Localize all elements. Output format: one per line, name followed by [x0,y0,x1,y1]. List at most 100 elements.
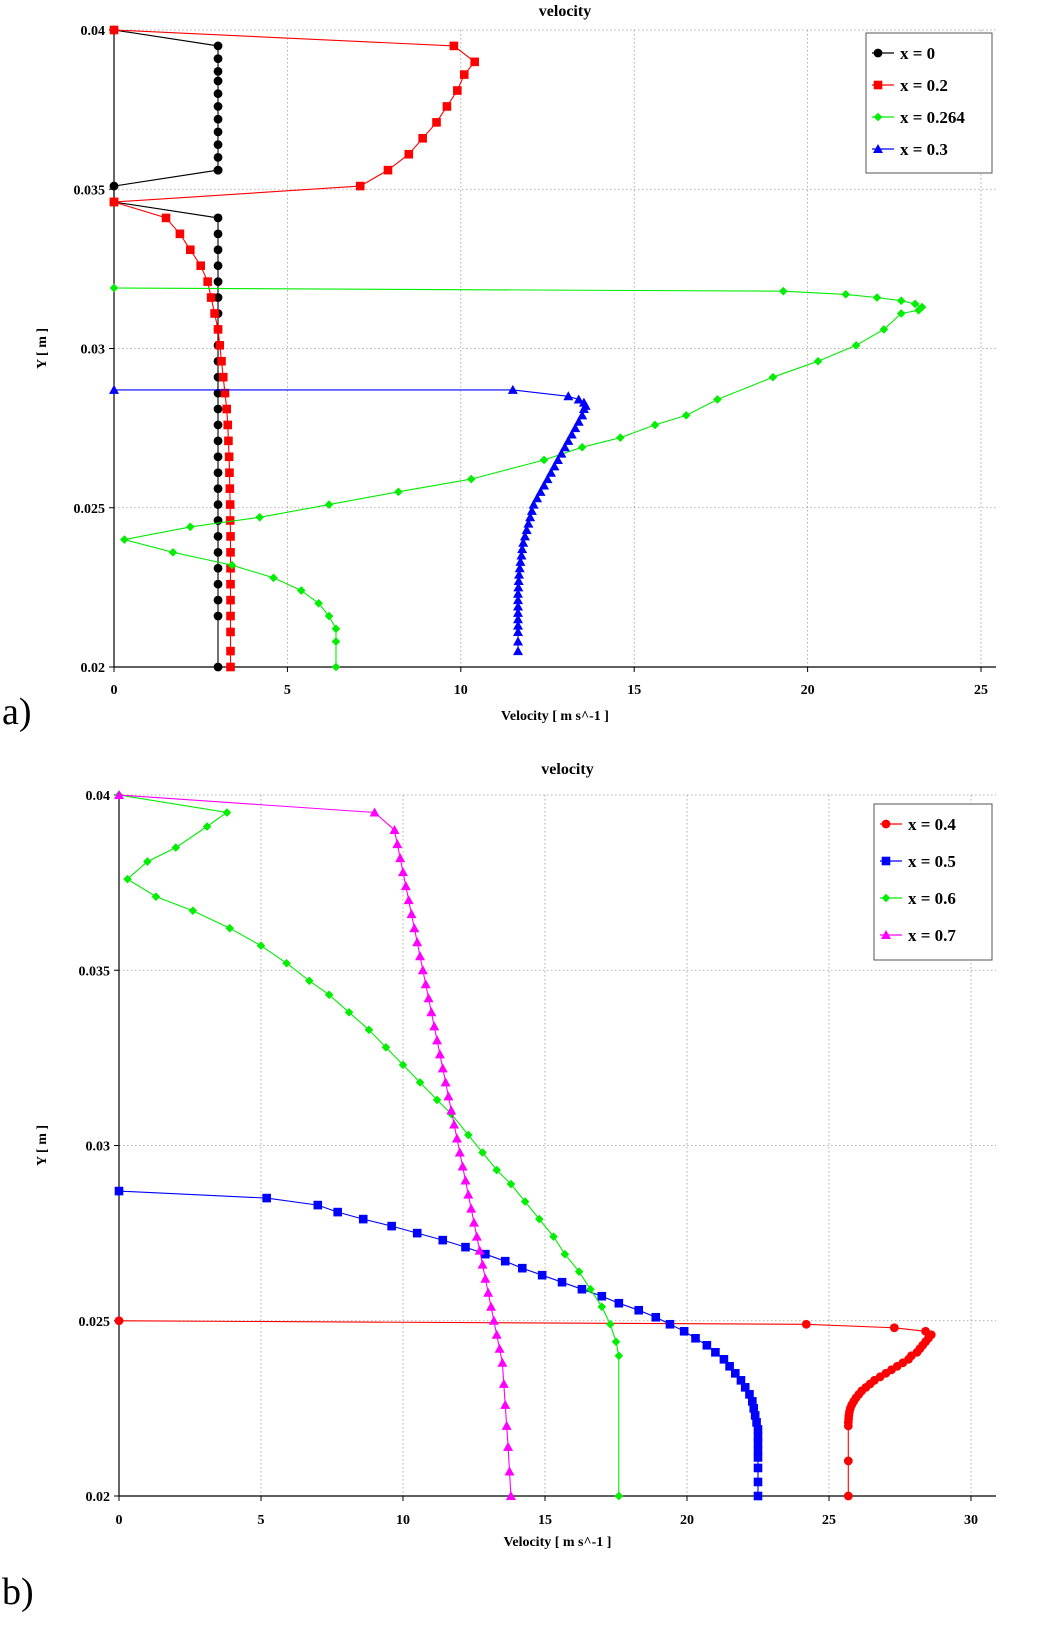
data-point [213,261,223,271]
data-point [226,611,235,621]
series-x-0-3 [109,384,591,656]
data-point [226,627,235,637]
data-point [114,1186,124,1196]
series-x-0 [109,25,223,672]
x-tick-label: 20 [680,1513,694,1528]
legend-item: x = 0.264 [872,108,965,127]
data-point [143,857,152,866]
data-point [500,1256,510,1266]
data-point [213,127,223,137]
data-point [443,1091,454,1101]
data-point [557,1277,567,1287]
data-point [120,535,129,544]
legend-label: x = 0.6 [908,889,956,908]
data-point [813,356,823,366]
legend: x = 0 x = 0.2 x = 0.264 x = 0.3 [865,32,993,174]
data-point [559,442,570,452]
data-point [203,277,212,286]
data-point [210,309,219,318]
y-tick-label: 0.025 [79,1315,111,1330]
legend-label: x = 0.2 [900,76,948,95]
data-point [523,518,534,528]
legend-label: x = 0.4 [908,815,956,834]
data-point [481,1249,490,1259]
legend-item: x = 0.3 [872,140,948,159]
data-point [344,1008,354,1017]
data-point [213,229,223,239]
data-point [213,388,223,398]
data-point [218,372,228,382]
data-point [426,1007,437,1017]
x-tick-label: 25 [974,683,988,698]
y-tick-label: 0.02 [81,661,106,676]
data-point [213,404,223,414]
data-point [429,1021,440,1031]
data-point [454,1147,465,1157]
data-point [873,48,883,58]
data-point [549,461,560,471]
data-point [463,1189,474,1199]
chart-title: velocity [541,761,593,778]
data-point [881,893,891,903]
data-point [873,80,883,90]
data-point [437,1063,448,1073]
data-point [461,1242,470,1252]
data-point [213,41,223,51]
legend-label: x = 0.3 [900,140,948,159]
legend-label: x = 0.5 [908,852,956,871]
data-point [480,1273,491,1283]
data-point [324,611,334,621]
data-point [213,532,223,541]
data-point [459,70,469,79]
data-point [213,114,223,124]
data-point [535,1214,544,1224]
data-point [574,1267,584,1276]
x-tick-label: 25 [822,1513,836,1528]
data-point [570,423,581,433]
legend-label: x = 0 [900,44,935,63]
y-tick-label: 0.035 [79,964,111,979]
data-point [478,1148,487,1157]
data-point [779,286,788,296]
data-point [488,1315,499,1325]
data-point [616,433,625,442]
data-point [449,41,459,51]
data-point [748,1397,757,1406]
y-axis-label: Y [ m ] [35,1125,50,1166]
data-point [446,1105,457,1115]
data-point [513,595,524,605]
y-tick-label: 0.035 [74,183,106,198]
data-point [398,867,408,877]
data-point [412,1228,422,1238]
data-point [753,1477,763,1487]
data-point [432,118,441,127]
data-point [841,290,851,299]
data-point [206,293,216,302]
data-point [545,467,556,477]
grid-lines [114,29,996,668]
data-point [213,102,223,111]
data-point [331,662,341,672]
data-point [215,341,225,350]
data-point [494,1343,505,1353]
y-tick-label: 0.03 [86,1140,111,1155]
data-point [420,979,431,989]
chart-title: velocity [539,3,591,20]
series-line [118,1320,933,1496]
data-point [188,906,198,915]
data-point [552,454,563,464]
data-point [442,102,452,111]
data-point [282,958,291,968]
data-point [505,1491,516,1500]
data-point [213,662,223,672]
data-point [395,853,406,863]
series-x-0-264 [109,283,927,672]
legend-item: x = 0 [872,44,935,63]
data-point [535,486,546,496]
data-point [213,54,223,64]
data-point [801,1319,811,1329]
data-point [491,1329,502,1339]
data-point [331,637,341,646]
data-point [614,1298,624,1308]
data-point [109,384,119,394]
